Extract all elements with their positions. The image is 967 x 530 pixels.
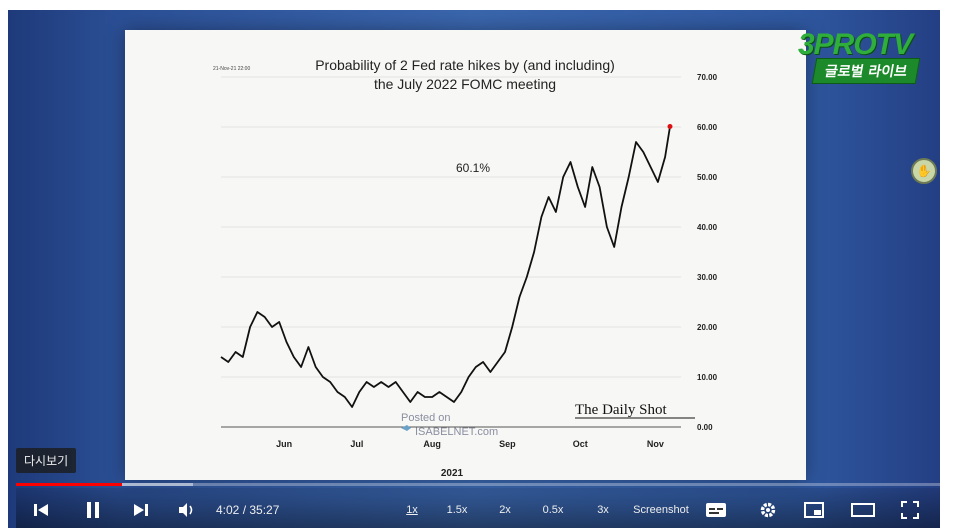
speed-3x[interactable]: 3x bbox=[597, 504, 609, 516]
progress-bar[interactable] bbox=[16, 483, 940, 486]
x-tick-label: Sep bbox=[499, 439, 516, 449]
x-tick-label: Aug bbox=[423, 439, 441, 449]
y-tick-label: 0.00 bbox=[697, 423, 713, 432]
time-display: 4:02 / 35:27 bbox=[216, 503, 280, 517]
settings-gear-icon bbox=[760, 502, 776, 518]
fullscreen-button[interactable] bbox=[896, 488, 924, 528]
miniplayer-button[interactable] bbox=[800, 488, 828, 528]
x-tick-label: Jun bbox=[276, 439, 292, 449]
y-tick-label: 20.00 bbox=[697, 323, 718, 332]
logo-3protv: 3PROTV bbox=[797, 28, 913, 61]
cursor-hand-icon: ✋ bbox=[911, 158, 937, 184]
y-tick-label: 40.00 bbox=[697, 223, 718, 232]
y-tick-label: 10.00 bbox=[697, 373, 718, 382]
subtitles-icon bbox=[706, 503, 726, 517]
channel-logo: 3PROTV 글로벌 라이브 bbox=[788, 28, 921, 88]
x-tick-label: Oct bbox=[573, 439, 588, 449]
fullscreen-icon bbox=[901, 501, 919, 519]
chart-stamp: 21-Nov-21 22:00 bbox=[213, 66, 250, 72]
progress-played bbox=[16, 483, 123, 486]
next-button[interactable] bbox=[126, 488, 156, 528]
series-line bbox=[220, 126, 671, 408]
watermark-bird-icon bbox=[401, 425, 411, 431]
pause-icon bbox=[87, 502, 99, 518]
previous-icon bbox=[34, 504, 48, 516]
y-tick-label: 30.00 bbox=[697, 273, 718, 282]
theater-mode-icon bbox=[851, 503, 875, 517]
probability-line-chart: 21-Nov-21 22:00 Probability of 2 Fed rat… bbox=[213, 57, 718, 479]
miniplayer-icon bbox=[804, 502, 824, 518]
speed-0-5x[interactable]: 0.5x bbox=[542, 504, 564, 516]
watermark-posted-on: Posted on bbox=[401, 412, 451, 424]
source-daily-shot: The Daily Shot bbox=[575, 402, 667, 418]
chart-title-line1: Probability of 2 Fed rate hikes by (and … bbox=[315, 57, 615, 73]
video-frame-slide: 21-Nov-21 22:00 Probability of 2 Fed rat… bbox=[125, 30, 806, 480]
chart-title-line2: the July 2022 FOMC meeting bbox=[374, 76, 556, 92]
subtitles-button[interactable] bbox=[702, 488, 730, 528]
x-tick-label: Nov bbox=[647, 439, 664, 449]
volume-icon bbox=[179, 503, 193, 517]
previous-button[interactable] bbox=[26, 488, 56, 528]
video-player[interactable]: 21-Nov-21 22:00 Probability of 2 Fed rat… bbox=[8, 10, 940, 528]
screenshot-button[interactable]: Screenshot bbox=[633, 504, 689, 516]
y-tick-label: 70.00 bbox=[697, 73, 718, 82]
y-tick-label: 60.00 bbox=[697, 123, 718, 132]
watermark-isabelnet: ISABELNET.com bbox=[415, 426, 498, 438]
y-tick-label: 50.00 bbox=[697, 173, 718, 182]
chart-callout: 60.1% bbox=[456, 161, 490, 175]
x-tick-label: Jul bbox=[350, 439, 363, 449]
x-axis-ticks: Jun Jul Aug Sep Oct Nov bbox=[276, 439, 664, 449]
speed-1x[interactable]: 1x bbox=[406, 504, 418, 516]
chart-gridlines bbox=[221, 76, 681, 428]
settings-button[interactable] bbox=[754, 488, 782, 528]
volume-button[interactable] bbox=[172, 488, 202, 528]
x-axis-year: 2021 bbox=[441, 468, 464, 479]
logo-global-live: 글로벌 라이브 bbox=[811, 58, 921, 84]
next-icon bbox=[134, 504, 148, 516]
speed-2x[interactable]: 2x bbox=[499, 504, 511, 516]
pause-button[interactable] bbox=[78, 488, 108, 528]
speed-1-5x[interactable]: 1.5x bbox=[446, 504, 468, 516]
control-bar: 4:02 / 35:27 1x 1.5x 2x 0.5x 3x Screensh… bbox=[16, 488, 940, 528]
y-axis-ticks: 0.00 10.00 20.00 30.00 40.00 50.00 60.00 70.00 bbox=[697, 73, 718, 432]
theater-mode-button[interactable] bbox=[848, 488, 878, 528]
latest-value-dot bbox=[667, 124, 673, 129]
replay-badge: 다시보기 bbox=[16, 448, 77, 473]
